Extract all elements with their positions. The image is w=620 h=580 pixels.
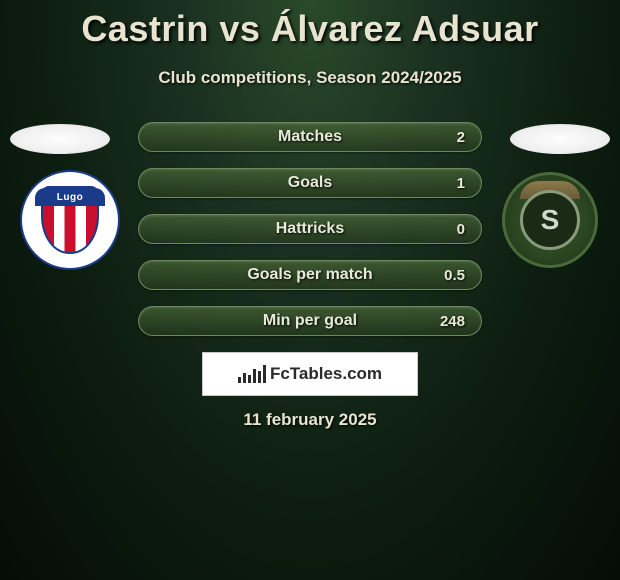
stats-panel: Matches 2 Goals 1 Hattricks 0 Goals per … xyxy=(138,122,482,352)
lugo-shield: Lugo xyxy=(41,186,99,254)
page-title: Castrin vs Álvarez Adsuar xyxy=(0,0,620,50)
club-badge-right: S xyxy=(500,170,600,270)
stat-label: Hattricks xyxy=(276,220,344,238)
club-badge-left: Lugo xyxy=(20,170,120,270)
sestao-crest: S xyxy=(502,172,598,268)
lugo-band-text: Lugo xyxy=(35,188,105,206)
page-subtitle: Club competitions, Season 2024/2025 xyxy=(0,68,620,88)
stat-row-goals: Goals 1 xyxy=(138,168,482,198)
date-label: 11 february 2025 xyxy=(0,410,620,430)
brand-text: FcTables.com xyxy=(270,364,382,384)
stat-label: Matches xyxy=(278,128,342,146)
stat-value: 1 xyxy=(457,175,465,192)
stat-label: Goals per match xyxy=(247,266,372,284)
stat-value: 248 xyxy=(440,313,465,330)
stat-value: 2 xyxy=(457,129,465,146)
stat-label: Goals xyxy=(288,174,332,192)
player-avatar-right xyxy=(510,124,610,154)
sestao-letter: S xyxy=(520,190,580,250)
stat-row-gpm: Goals per match 0.5 xyxy=(138,260,482,290)
stat-row-hattricks: Hattricks 0 xyxy=(138,214,482,244)
stat-row-matches: Matches 2 xyxy=(138,122,482,152)
stat-label: Min per goal xyxy=(263,312,357,330)
lugo-crest: Lugo xyxy=(20,170,120,270)
stat-value: 0.5 xyxy=(444,267,465,284)
brand-attribution[interactable]: FcTables.com xyxy=(202,352,418,396)
stat-value: 0 xyxy=(457,221,465,238)
chart-bars-icon xyxy=(238,365,266,383)
stat-row-mpg: Min per goal 248 xyxy=(138,306,482,336)
player-avatar-left xyxy=(10,124,110,154)
